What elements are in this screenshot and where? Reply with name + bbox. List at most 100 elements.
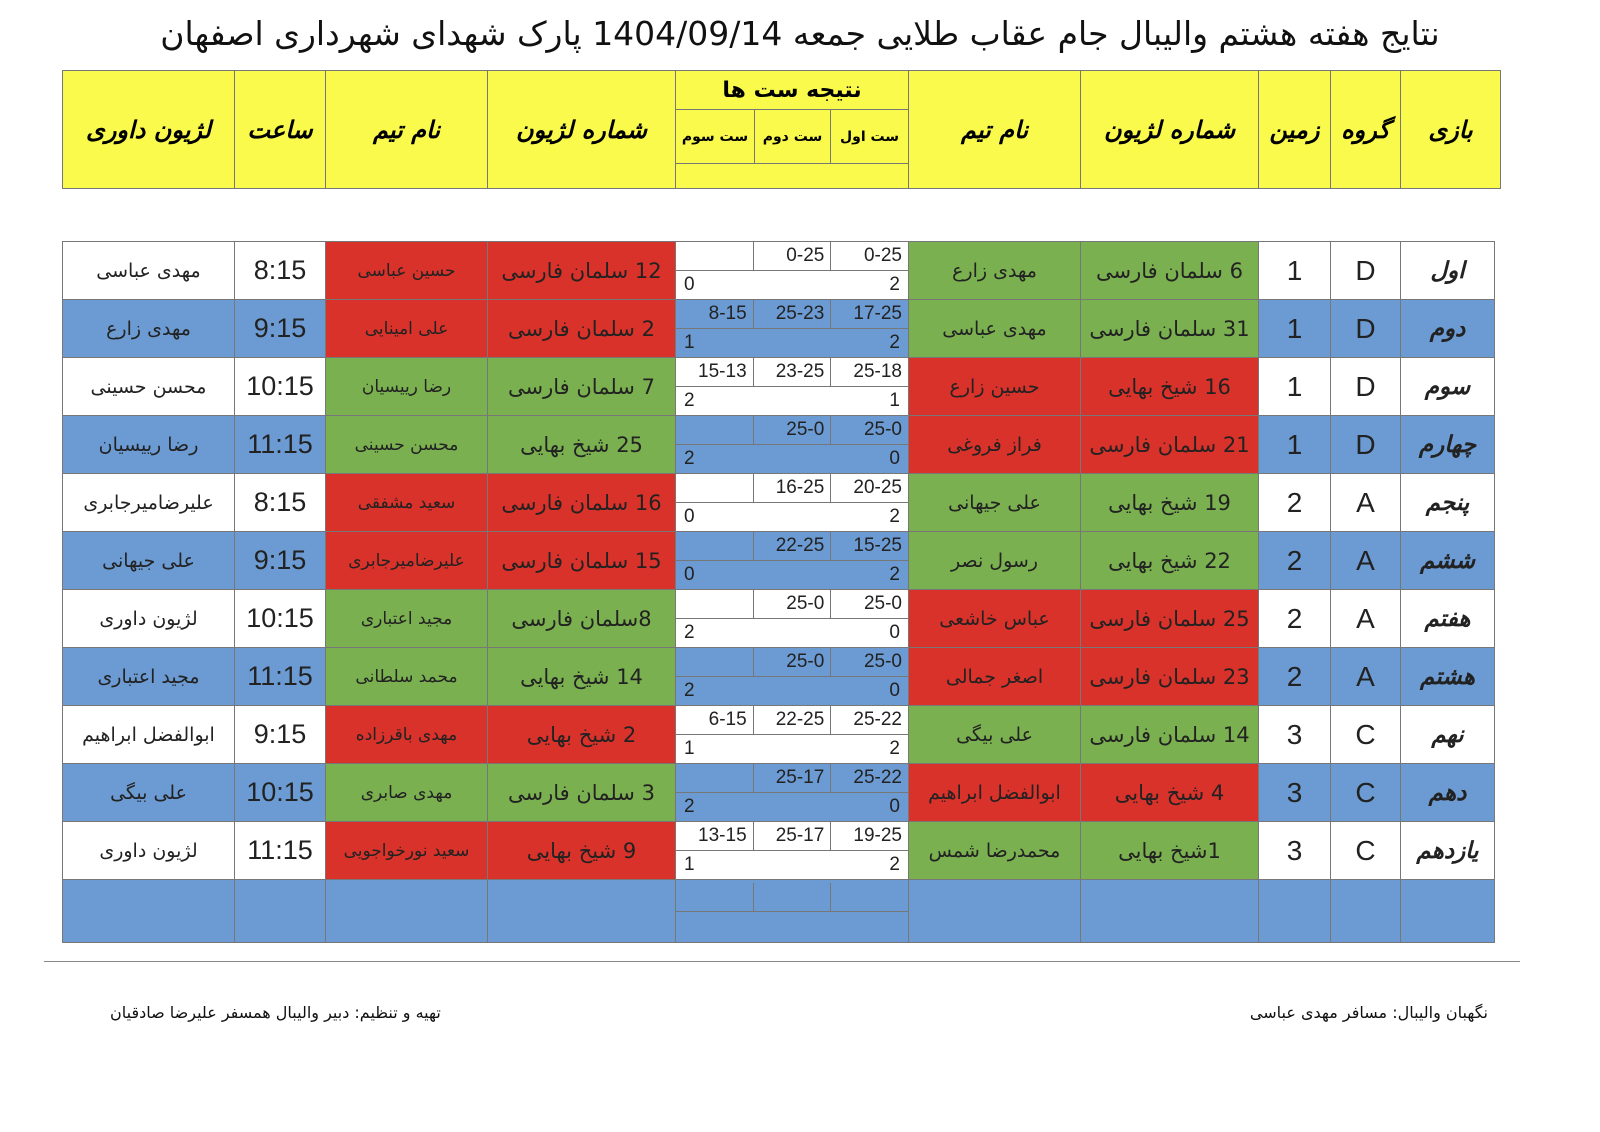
table-row: اول D 1 6 سلمان فارسی مهدی زارع 0-25 0-25 2 0 12 … — [62, 241, 1495, 300]
set1-score: 15-25 — [830, 532, 907, 560]
referee-cell: لژیون داوری — [62, 589, 235, 648]
score-cell: 17-25 25-23 8-15 2 1 — [675, 299, 909, 358]
set2-score: 25-23 — [752, 300, 831, 328]
game-cell: ششم — [1400, 531, 1495, 590]
header-group: گروه — [1330, 70, 1402, 189]
table-row — [62, 879, 1495, 943]
time-cell: 8:15 — [234, 473, 326, 532]
referee-cell: مجید اعتباری — [62, 647, 235, 706]
team1-cell: اصغر جمالی — [908, 647, 1081, 706]
set3-score: 13-15 — [698, 825, 747, 846]
team1-sets-won: 2 — [889, 332, 900, 353]
game-cell: هفتم — [1400, 589, 1495, 648]
legion2-cell: 2 شیخ بهایی — [487, 705, 676, 764]
field-cell: 1 — [1258, 415, 1331, 474]
field-cell: 1 — [1258, 241, 1331, 300]
set2-score: 23-25 — [752, 358, 831, 386]
team2-sets-won: 1 — [684, 332, 695, 353]
legion2-cell: 9 شیخ بهایی — [487, 821, 676, 880]
legion1-cell: 31 سلمان فارسی — [1080, 299, 1259, 358]
legion1-cell — [1080, 879, 1259, 943]
table-row: هفتم A 2 25 سلمان فارسی عباس خاشعی 25-0 25-0 0 2… — [62, 589, 1495, 648]
game-cell: هشتم — [1400, 647, 1495, 706]
field-cell: 3 — [1258, 821, 1331, 880]
field-cell: 2 — [1258, 589, 1331, 648]
set3-score: 15-13 — [698, 361, 747, 382]
team1-cell: مهدی زارع — [908, 241, 1081, 300]
time-cell: 10:15 — [234, 357, 326, 416]
score-cell: 20-25 16-25 2 0 — [675, 473, 909, 532]
time-cell: 10:15 — [234, 589, 326, 648]
referee-cell: علی بیگی — [62, 763, 235, 822]
set2-score: 22-25 — [752, 706, 831, 734]
set1-score: 19-25 — [830, 822, 907, 850]
team2-cell: مهدی صابری — [325, 763, 488, 822]
legion1-cell: 23 سلمان فارسی — [1080, 647, 1259, 706]
field-cell: 3 — [1258, 763, 1331, 822]
team1-cell: فراز فروغی — [908, 415, 1081, 474]
group-cell: D — [1330, 299, 1401, 358]
header-game: بازی — [1400, 70, 1502, 189]
team1-sets-won: 0 — [889, 680, 900, 701]
team1-sets-won: 0 — [889, 796, 900, 817]
legion2-cell: 12 سلمان فارسی — [487, 241, 676, 300]
group-cell: C — [1330, 705, 1401, 764]
set1-score: 25-18 — [830, 358, 907, 386]
set2-score — [752, 882, 831, 911]
header-field: زمین — [1258, 70, 1332, 189]
field-cell: 2 — [1258, 531, 1331, 590]
referee-cell: مهدی عباسی — [62, 241, 235, 300]
legion1-cell: 16 شیخ بهایی — [1080, 357, 1259, 416]
set3-score: 8-15 — [708, 303, 747, 324]
legion2-cell: 8سلمان فارسی — [487, 589, 676, 648]
group-cell: D — [1330, 241, 1401, 300]
set2-score: 25-0 — [752, 590, 831, 618]
time-cell — [234, 879, 326, 943]
team2-cell: رضا رییسیان — [325, 357, 488, 416]
team2-cell: علی امینایی — [325, 299, 488, 358]
team2-sets-won: 2 — [684, 680, 695, 701]
referee-cell: مهدی زارع — [62, 299, 235, 358]
team1-sets-won: 2 — [889, 564, 900, 585]
referee-cell: رضا رییسیان — [62, 415, 235, 474]
set1-score: 17-25 — [830, 300, 907, 328]
referee-cell: علی جیهانی — [62, 531, 235, 590]
team2-cell: حسین عباسی — [325, 241, 488, 300]
legion1-cell: 25 سلمان فارسی — [1080, 589, 1259, 648]
team2-cell — [325, 879, 488, 943]
set1-score: 0-25 — [830, 242, 907, 270]
team1-cell — [908, 879, 1081, 943]
score-cell: 0-25 0-25 2 0 — [675, 241, 909, 300]
team2-cell: سعید مشفقی — [325, 473, 488, 532]
set1-score: 20-25 — [830, 474, 907, 502]
team1-cell: علی جیهانی — [908, 473, 1081, 532]
game-cell: سوم — [1400, 357, 1495, 416]
header-team2: نام تیم — [325, 70, 488, 189]
team1-sets-won: 1 — [889, 390, 900, 411]
table-row: دهم C 3 4 شیخ بهایی ابوالفضل ابراهیم 25-22 25-… — [62, 763, 1495, 822]
group-cell: C — [1330, 821, 1401, 880]
team2-sets-won: 0 — [684, 564, 695, 585]
time-cell: 11:15 — [234, 647, 326, 706]
score-cell — [675, 879, 909, 943]
legion1-cell: 4 شیخ بهایی — [1080, 763, 1259, 822]
header-referee: لژیون داوری — [62, 70, 235, 189]
table-row: یازدهم C 3 1شیخ بهایی محمدرضا شمس 19-25 25-17 1… — [62, 821, 1495, 880]
legion2-cell: 15 سلمان فارسی — [487, 531, 676, 590]
header-set3: ست سوم — [674, 109, 756, 164]
page-title: نتایج هفته هشتم والیبال جام عقاب طلایی ج… — [160, 14, 1440, 53]
set3-score — [677, 475, 753, 503]
header-legion1: شماره لژیون — [1080, 70, 1260, 189]
header-legion2: شماره لژیون — [487, 70, 676, 189]
score-cell: 25-0 25-0 0 2 — [675, 589, 909, 648]
time-cell: 9:15 — [234, 299, 326, 358]
team1-cell: مهدی عباسی — [908, 299, 1081, 358]
group-cell: D — [1330, 415, 1401, 474]
header-set2: ست دوم — [754, 109, 832, 164]
legion2-cell: 14 شیخ بهایی — [487, 647, 676, 706]
referee-cell: لژیون داوری — [62, 821, 235, 880]
score-cell: 25-0 25-0 0 2 — [675, 647, 909, 706]
time-cell: 11:15 — [234, 415, 326, 474]
legion2-cell: 2 سلمان فارسی — [487, 299, 676, 358]
team1-cell: عباس خاشعی — [908, 589, 1081, 648]
